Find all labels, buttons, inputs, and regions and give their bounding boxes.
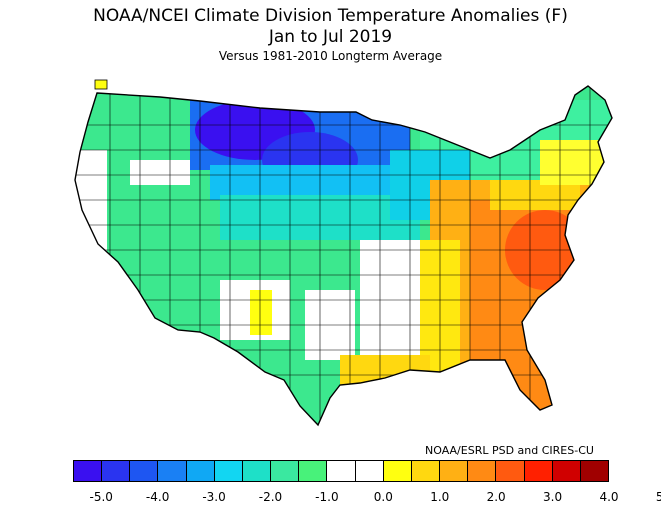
legend-swatch [242, 461, 272, 481]
legend-tick-label: -5.0 [89, 490, 113, 504]
legend-swatch [299, 461, 328, 481]
legend-tick-label: 2.0 [486, 490, 506, 504]
legend-swatch [468, 461, 497, 481]
legend-swatch [102, 461, 131, 481]
map-title: NOAA/NCEI Climate Division Temperature A… [93, 6, 568, 26]
data-credit: NOAA/ESRL PSD and CIRES-CU [425, 444, 594, 457]
legend-swatch [130, 461, 159, 481]
baseline-note: Versus 1981-2010 Longterm Average [218, 49, 443, 63]
legend-swatch [440, 461, 469, 481]
legend-swatch [524, 461, 553, 481]
legend-tick-label: 1.0 [430, 490, 450, 504]
legend-swatch [327, 461, 356, 481]
legend-swatch [552, 461, 581, 481]
legend-tick-label: 4.0 [599, 490, 619, 504]
legend-swatch [580, 461, 608, 481]
nw-washington-division [94, 79, 108, 90]
legend-swatch [496, 461, 525, 481]
legend-swatch [271, 461, 300, 481]
legend-tick-label: -4.0 [145, 490, 170, 504]
legend-swatch [355, 461, 384, 481]
legend-tick-label: -2.0 [258, 490, 283, 504]
legend-swatch [186, 461, 215, 481]
legend-swatch [74, 461, 103, 481]
map-subtitle: Jan to Jul 2019 [268, 27, 393, 47]
legend-swatch [214, 461, 243, 481]
legend-swatch [411, 461, 441, 481]
legend-swatch [158, 461, 187, 481]
legend-tick-label: 5.0 [655, 490, 661, 504]
color-legend-bar [73, 460, 609, 482]
legend-swatch [383, 461, 412, 481]
legend-tick-label: 0.0 [373, 490, 393, 504]
legend-tick-label: -1.0 [315, 490, 339, 504]
legend-tick-label: -3.0 [202, 490, 226, 504]
legend-tick-label: 3.0 [543, 490, 563, 504]
